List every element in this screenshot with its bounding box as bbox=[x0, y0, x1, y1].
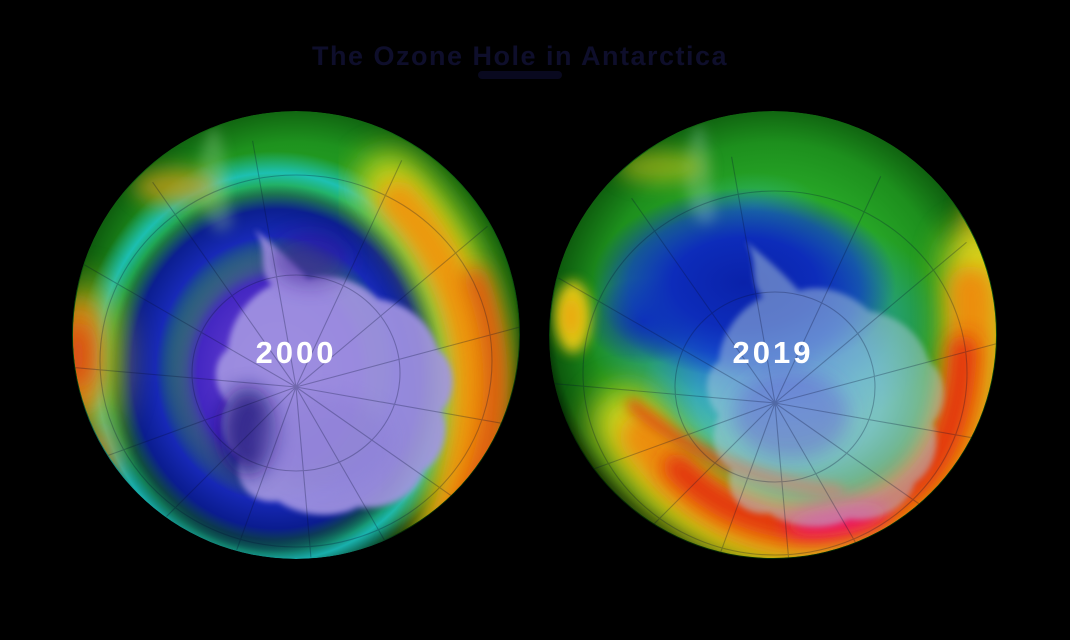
year-label-2019: 2019 bbox=[732, 334, 814, 370]
title-underline bbox=[478, 71, 562, 79]
globe-shading bbox=[72, 111, 520, 559]
ozone-map-2000: 2000 bbox=[72, 111, 520, 559]
ozone-map-2019: 2019 bbox=[549, 111, 997, 559]
year-label-2000: 2000 bbox=[255, 334, 337, 370]
globe-shading bbox=[549, 111, 997, 559]
page-title: The Ozone Hole in Antarctica bbox=[311, 41, 729, 71]
